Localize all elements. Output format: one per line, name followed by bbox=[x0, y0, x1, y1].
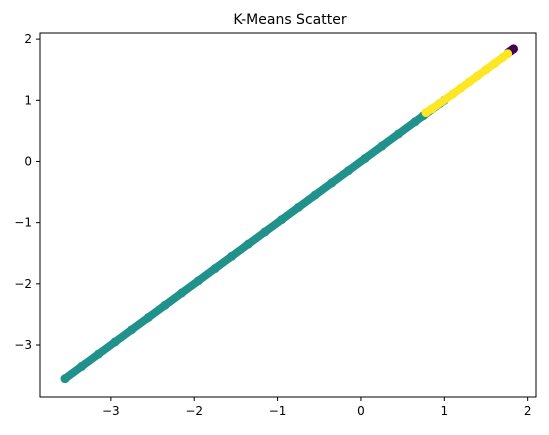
scatter-point-cluster-1-5 bbox=[143, 312, 153, 322]
cluster-2-band bbox=[421, 49, 512, 117]
scatter-point-cluster-1-10 bbox=[227, 251, 237, 261]
x-tick-label: 0 bbox=[357, 404, 365, 418]
y-tick-label: 2 bbox=[24, 32, 32, 46]
scatter-point-cluster-1-8 bbox=[193, 276, 203, 286]
scatter-point-cluster-1-9 bbox=[210, 264, 220, 274]
scatter-point-cluster-2-9 bbox=[503, 49, 513, 59]
scatter-point-cluster-1-2 bbox=[93, 349, 103, 359]
x-tick-label: −2 bbox=[185, 404, 203, 418]
chart-title: K-Means Scatter bbox=[233, 12, 346, 28]
scatter-point-cluster-2-5 bbox=[473, 71, 483, 81]
scatter-point-cluster-2-3 bbox=[456, 83, 466, 93]
scatter-point-cluster-1-4 bbox=[127, 325, 137, 335]
scatter-point-cluster-1-7 bbox=[177, 288, 187, 298]
y-tick-label: −2 bbox=[14, 277, 32, 291]
scatter-point-cluster-1-15 bbox=[310, 190, 320, 200]
scatter-point-cluster-1-13 bbox=[277, 215, 287, 225]
scatter-marks-layer bbox=[60, 44, 518, 384]
scatter-point-cluster-2-2 bbox=[448, 89, 458, 99]
scatter-point-cluster-1-1 bbox=[77, 361, 87, 371]
scatter-point-cluster-1-16 bbox=[327, 178, 337, 188]
y-tick-label: 0 bbox=[24, 154, 32, 168]
scatter-point-cluster-2-4 bbox=[464, 77, 474, 87]
y-axis: −3 −2 −1 0 1 2 bbox=[14, 32, 40, 352]
scatter-point-cluster-1-11 bbox=[243, 239, 253, 249]
scatter-point-cluster-1-6 bbox=[160, 300, 170, 310]
scatter-point-cluster-1-3 bbox=[110, 337, 120, 347]
scatter-point-cluster-1-12 bbox=[260, 227, 270, 237]
x-tick-label: 2 bbox=[524, 404, 532, 418]
x-tick-label: 1 bbox=[440, 404, 448, 418]
y-tick-label: 1 bbox=[24, 93, 32, 107]
scatter-point-cluster-1-17 bbox=[343, 166, 353, 176]
scatter-point-cluster-1-0 bbox=[60, 374, 70, 384]
x-tick-label: −3 bbox=[102, 404, 120, 418]
scatter-point-cluster-1-21 bbox=[410, 117, 420, 127]
x-axis: −3 −2 −1 0 1 2 bbox=[102, 397, 531, 418]
x-tick-label: −1 bbox=[269, 404, 287, 418]
scatter-point-cluster-1-20 bbox=[393, 129, 403, 139]
scatter-point-cluster-2-1 bbox=[427, 104, 437, 114]
scatter-point-cluster-2-7 bbox=[489, 59, 499, 69]
scatter-point-cluster-1-19 bbox=[377, 141, 387, 151]
y-tick-label: −3 bbox=[14, 338, 32, 352]
y-tick-label: −1 bbox=[14, 216, 32, 230]
cluster-1-band bbox=[61, 96, 449, 383]
scatter-point-cluster-2-6 bbox=[481, 65, 491, 75]
plot-frame bbox=[39, 32, 537, 398]
scatter-point-cluster-1-18 bbox=[360, 153, 370, 163]
scatter-point-cluster-1-14 bbox=[293, 202, 303, 212]
